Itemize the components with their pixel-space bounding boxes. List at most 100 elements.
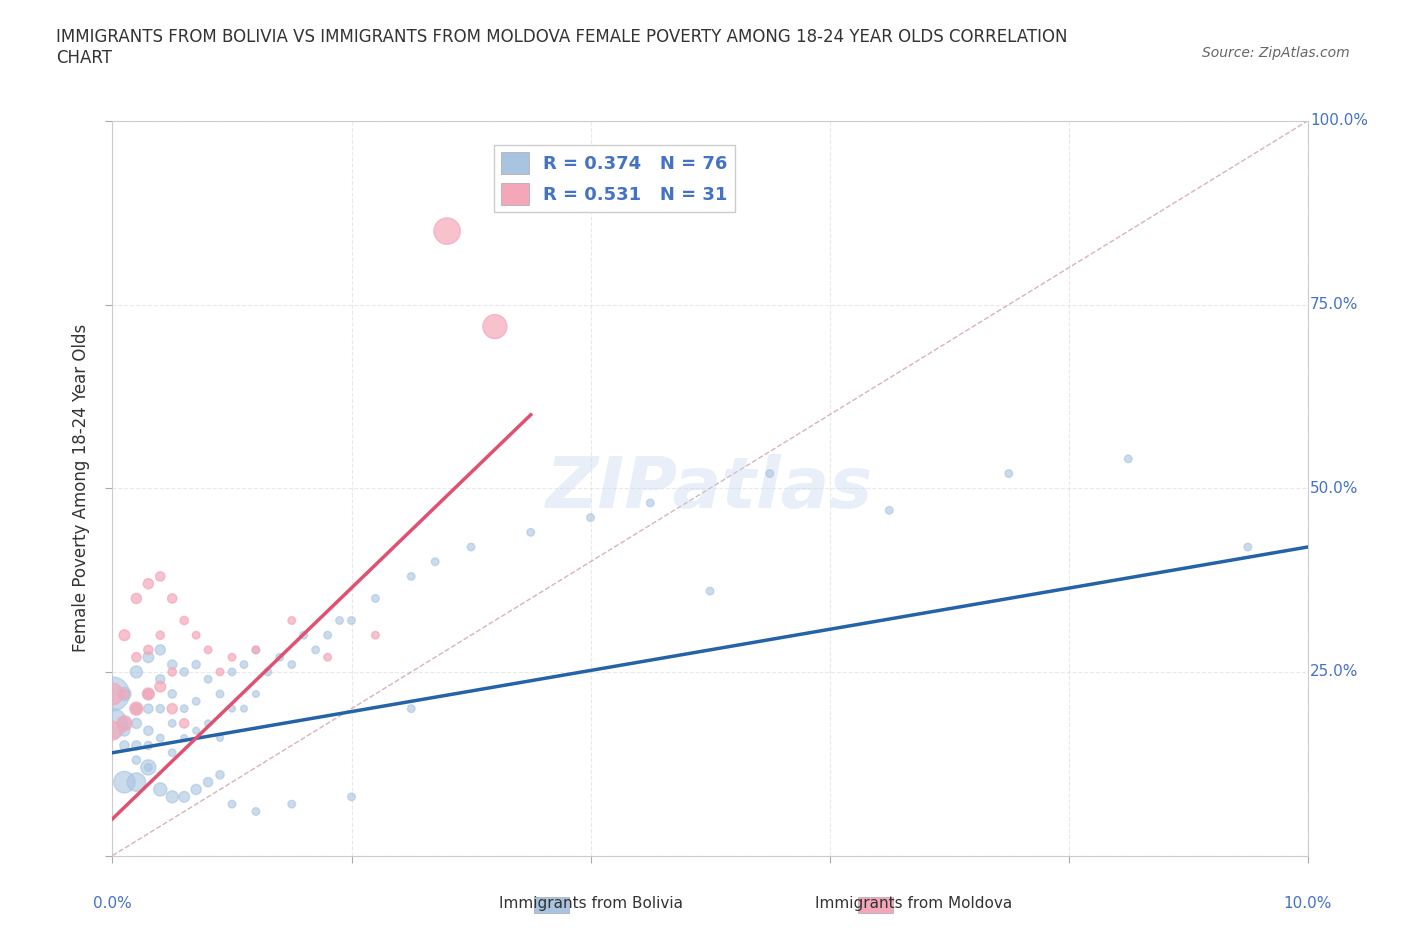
Point — [138, 577, 160, 591]
Text: ZIPatlas: ZIPatlas — [547, 454, 873, 523]
Point — [221, 797, 243, 812]
Point — [149, 731, 172, 746]
Point — [138, 760, 160, 775]
Point — [579, 511, 602, 525]
Point — [138, 760, 160, 775]
Point — [114, 686, 135, 701]
Point — [759, 466, 782, 481]
Point — [162, 591, 183, 606]
Point — [460, 539, 482, 554]
Point — [364, 628, 387, 643]
Point — [316, 628, 339, 643]
Point — [269, 650, 291, 665]
Text: 25.0%: 25.0% — [1310, 664, 1358, 680]
Point — [125, 701, 148, 716]
Point — [520, 525, 543, 539]
Point — [281, 658, 304, 672]
Point — [197, 671, 219, 686]
Point — [125, 738, 148, 753]
Point — [114, 628, 135, 643]
Point — [114, 724, 135, 738]
Point — [197, 775, 219, 790]
Point — [138, 686, 160, 701]
Point — [316, 650, 339, 665]
Point — [162, 686, 183, 701]
Point — [209, 686, 232, 701]
Point — [114, 716, 135, 731]
Point — [699, 584, 721, 599]
Point — [245, 643, 267, 658]
Point — [209, 731, 232, 746]
Point — [138, 643, 160, 658]
Point — [125, 716, 148, 731]
Y-axis label: Female Poverty Among 18-24 Year Olds: Female Poverty Among 18-24 Year Olds — [72, 325, 90, 652]
Point — [197, 716, 219, 731]
Legend: R = 0.374   N = 76, R = 0.531   N = 31: R = 0.374 N = 76, R = 0.531 N = 31 — [495, 145, 734, 212]
Text: Source: ZipAtlas.com: Source: ZipAtlas.com — [1202, 46, 1350, 60]
Point — [162, 716, 183, 731]
Point — [245, 686, 267, 701]
Point — [125, 664, 148, 679]
Point — [101, 724, 124, 738]
Point — [209, 664, 232, 679]
Point — [101, 686, 124, 701]
Text: 100.0%: 100.0% — [1310, 113, 1368, 128]
Text: 50.0%: 50.0% — [1310, 481, 1358, 496]
Point — [173, 790, 195, 804]
Point — [125, 650, 148, 665]
Point — [329, 613, 352, 628]
Point — [364, 591, 387, 606]
Point — [138, 686, 160, 701]
Text: 75.0%: 75.0% — [1310, 297, 1358, 312]
Point — [138, 701, 160, 716]
Point — [281, 613, 304, 628]
Text: 10.0%: 10.0% — [1284, 896, 1331, 911]
Point — [401, 701, 423, 716]
Point — [1237, 539, 1260, 554]
Point — [436, 224, 458, 239]
Point — [114, 738, 135, 753]
Point — [149, 701, 172, 716]
Point — [233, 701, 256, 716]
Point — [425, 554, 447, 569]
Point — [101, 686, 124, 701]
Point — [173, 664, 195, 679]
Point — [257, 664, 280, 679]
Point — [149, 679, 172, 694]
Point — [162, 790, 183, 804]
Point — [162, 701, 183, 716]
Point — [221, 664, 243, 679]
Point — [186, 628, 208, 643]
Point — [340, 613, 363, 628]
Point — [101, 716, 124, 731]
Point — [1118, 451, 1140, 466]
Point — [138, 738, 160, 753]
Point — [173, 731, 195, 746]
Point — [245, 804, 267, 819]
Point — [186, 724, 208, 738]
Point — [173, 716, 195, 731]
Text: IMMIGRANTS FROM BOLIVIA VS IMMIGRANTS FROM MOLDOVA FEMALE POVERTY AMONG 18-24 YE: IMMIGRANTS FROM BOLIVIA VS IMMIGRANTS FR… — [56, 28, 1067, 67]
Point — [149, 569, 172, 584]
Point — [186, 694, 208, 709]
Point — [149, 671, 172, 686]
Point — [209, 767, 232, 782]
Point — [149, 628, 172, 643]
Point — [125, 591, 148, 606]
Point — [114, 775, 135, 790]
Point — [221, 650, 243, 665]
Point — [245, 643, 267, 658]
Point — [173, 613, 195, 628]
Point — [401, 569, 423, 584]
Text: Immigrants from Bolivia: Immigrants from Bolivia — [499, 897, 682, 911]
Point — [138, 724, 160, 738]
Point — [173, 701, 195, 716]
Point — [162, 664, 183, 679]
Point — [340, 790, 363, 804]
Point — [125, 701, 148, 716]
Point — [125, 775, 148, 790]
Point — [138, 650, 160, 665]
Point — [484, 319, 506, 334]
Point — [233, 658, 256, 672]
Text: Immigrants from Moldova: Immigrants from Moldova — [815, 897, 1012, 911]
